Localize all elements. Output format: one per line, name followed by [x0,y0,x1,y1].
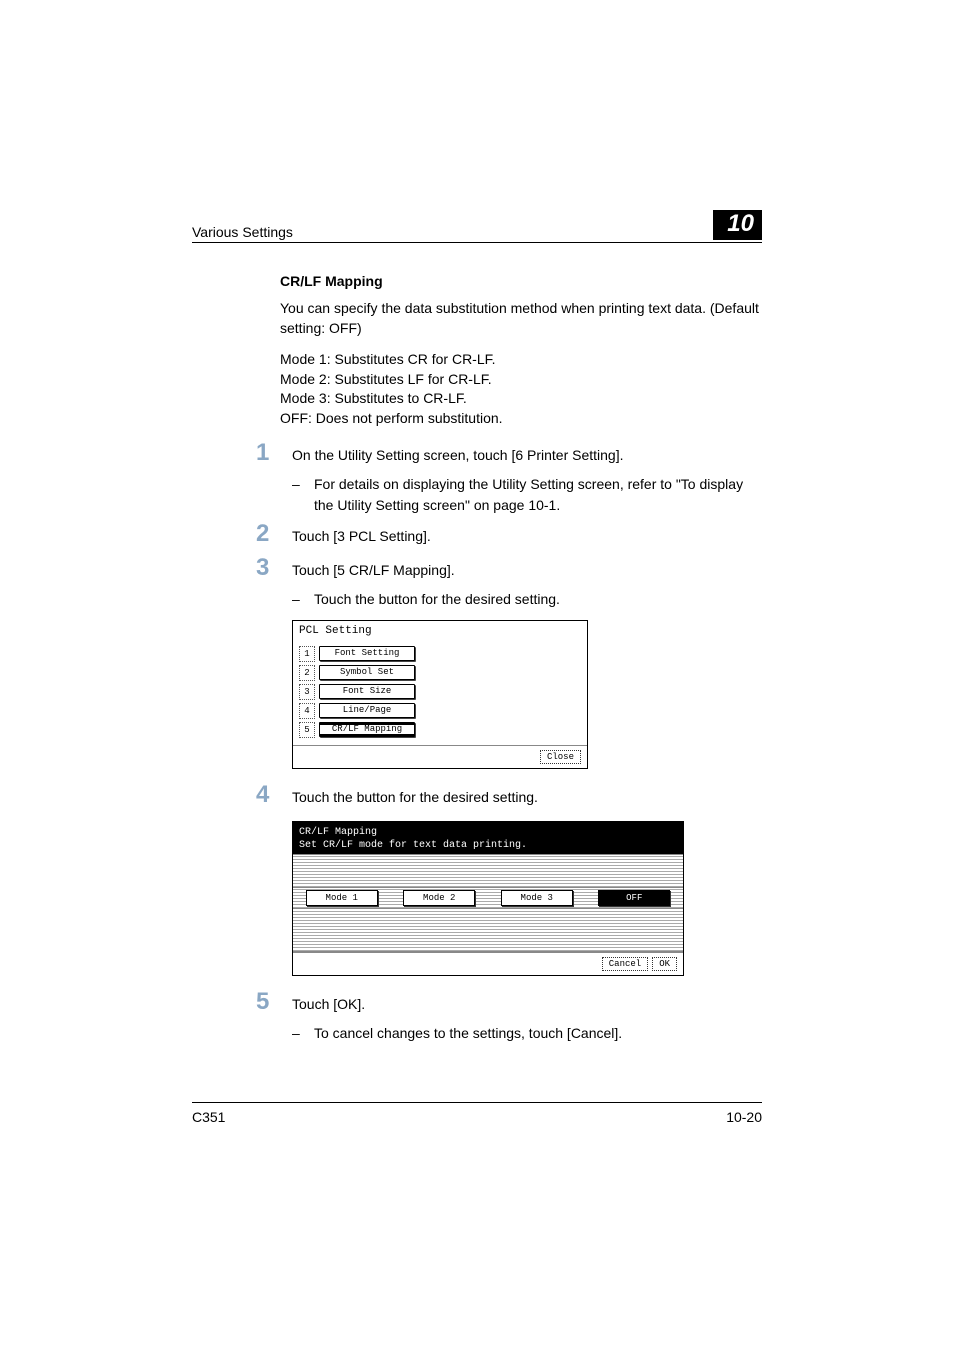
section-title: CR/LF Mapping [280,273,762,289]
panel2-header: CR/LF Mapping Set CR/LF mode for text da… [293,822,683,854]
menu-item-5[interactable]: 5 CR/LF Mapping [299,722,581,738]
panel2-title: CR/LF Mapping [299,826,677,839]
menu-item-1[interactable]: 1 Font Setting [299,646,581,662]
step-text: Touch [5 CR/LF Mapping]. – Touch the but… [292,560,762,610]
step-number: 3 [256,556,292,580]
menu-item-3[interactable]: 3 Font Size [299,684,581,700]
menu-button-crlf-mapping[interactable]: CR/LF Mapping [319,722,415,737]
mode-1-button[interactable]: Mode 1 [306,890,378,906]
mode-3-button[interactable]: Mode 3 [501,890,573,906]
footer-model: C351 [192,1109,225,1125]
menu-button-font-size[interactable]: Font Size [319,684,415,699]
hatch-area [293,854,683,888]
step-text: On the Utility Setting screen, touch [6 … [292,445,762,516]
step-5: 5 Touch [OK]. – To cancel changes to the… [280,994,762,1044]
step-text: Touch [OK]. – To cancel changes to the s… [292,994,762,1044]
panel-title: PCL Setting [293,621,587,639]
step-text: Touch the button for the desired setting… [292,787,762,808]
mode-buttons-row: Mode 1 Mode 2 Mode 3 OFF [293,888,683,908]
menu-item-2[interactable]: 2 Symbol Set [299,665,581,681]
menu-button-symbol-set[interactable]: Symbol Set [319,665,415,680]
step-3: 3 Touch [5 CR/LF Mapping]. – Touch the b… [280,560,762,610]
step-main-text: Touch [OK]. [292,996,365,1012]
mode-descriptions: Mode 1: Substitutes CR for CR-LF. Mode 2… [280,350,762,428]
panel2-body: Mode 1 Mode 2 Mode 3 OFF Cancel OK [293,854,683,975]
panel2-footer: Cancel OK [293,952,683,975]
step-sub: – Touch the button for the desired setti… [292,589,762,610]
pcl-setting-panel: PCL Setting 1 Font Setting 2 Symbol Set … [292,620,588,769]
cancel-button[interactable]: Cancel [602,957,648,971]
step-text: Touch [3 PCL Setting]. [292,526,762,547]
step-sub: – For details on displaying the Utility … [292,474,762,516]
close-button[interactable]: Close [540,750,581,764]
menu-button-line-page[interactable]: Line/Page [319,703,415,718]
dash-icon: – [292,1023,314,1044]
step-number: 4 [256,783,292,807]
page-header: Various Settings 10 [192,210,762,243]
ok-button[interactable]: OK [652,957,677,971]
step-main-text: On the Utility Setting screen, touch [6 … [292,447,624,463]
step-main-text: Touch [5 CR/LF Mapping]. [292,562,455,578]
menu-button-font-setting[interactable]: Font Setting [319,646,415,661]
step-sub: – To cancel changes to the settings, tou… [292,1023,762,1044]
menu-item-4[interactable]: 4 Line/Page [299,703,581,719]
panel2-subtitle: Set CR/LF mode for text data printing. [299,839,677,852]
step-1: 1 On the Utility Setting screen, touch [… [280,445,762,516]
menu-number: 2 [299,665,315,681]
hatch-area [293,908,683,952]
mode-line: OFF: Does not perform substitution. [280,409,762,429]
page-footer: C351 10-20 [192,1102,762,1125]
step-4: 4 Touch the button for the desired setti… [280,787,762,811]
menu-number: 1 [299,646,315,662]
page: Various Settings 10 CR/LF Mapping You ca… [0,0,954,1350]
header-section: Various Settings [192,224,293,240]
step-sub-text: For details on displaying the Utility Se… [314,474,762,516]
mode-line: Mode 1: Substitutes CR for CR-LF. [280,350,762,370]
chapter-number: 10 [713,210,762,240]
off-button[interactable]: OFF [598,890,670,906]
step-number: 1 [256,441,292,465]
main-content: CR/LF Mapping You can specify the data s… [280,273,762,1044]
menu-number: 5 [299,722,315,738]
menu-number: 4 [299,703,315,719]
step-sub-text: Touch the button for the desired setting… [314,589,560,610]
dash-icon: – [292,474,314,516]
panel-footer: Close [293,745,587,768]
dash-icon: – [292,589,314,610]
step-number: 2 [256,522,292,546]
intro-text: You can specify the data substitution me… [280,299,762,338]
menu-number: 3 [299,684,315,700]
step-sub-text: To cancel changes to the settings, touch… [314,1023,622,1044]
step-number: 5 [256,990,292,1014]
footer-page-number: 10-20 [726,1109,762,1125]
menu-list: 1 Font Setting 2 Symbol Set 3 Font Size … [293,639,587,745]
mode-2-button[interactable]: Mode 2 [403,890,475,906]
mode-line: Mode 2: Substitutes LF for CR-LF. [280,370,762,390]
crlf-mapping-panel: CR/LF Mapping Set CR/LF mode for text da… [292,821,684,976]
mode-line: Mode 3: Substitutes to CR-LF. [280,389,762,409]
step-2: 2 Touch [3 PCL Setting]. [280,526,762,550]
